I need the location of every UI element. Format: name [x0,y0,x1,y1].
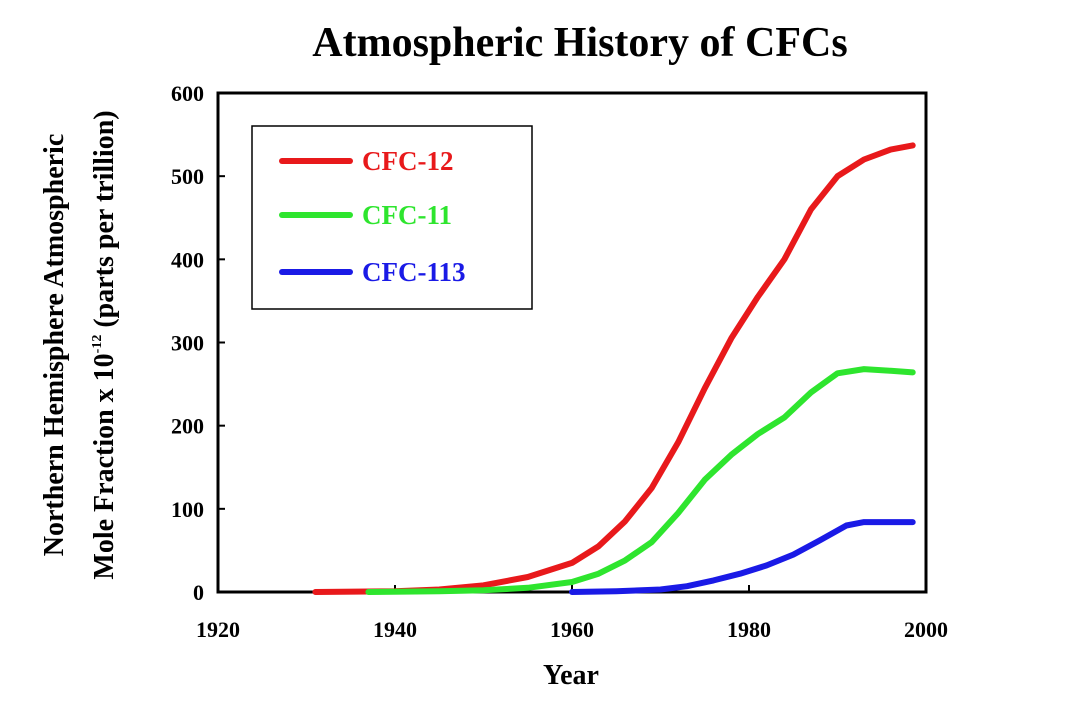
legend-label-cfc-12: CFC-12 [362,146,453,176]
y-axis-title-line-2: Mole Fraction x 10-12 (parts per trillio… [89,110,120,579]
x-tick-label: 1960 [550,617,594,642]
y-tick-label: 400 [171,247,204,272]
legend: CFC-12 CFC-11 CFC-113 [251,125,533,310]
y-axis-ticks: 0 100 200 300 400 500 600 [171,81,225,605]
legend-label-cfc-113: CFC-113 [362,257,466,287]
y-tick-label: 600 [171,81,204,106]
y-axis-title-line-1: Northern Hemisphere Atmospheric [39,134,70,557]
y-tick-label: 500 [171,164,204,189]
x-tick-label: 1920 [196,617,240,642]
x-axis-title: Year [543,660,599,691]
x-tick-label: 1980 [727,617,771,642]
x-tick-label: 2000 [904,617,948,642]
series-line-cfc-12 [312,142,916,595]
x-tick-label: 1940 [373,617,417,642]
chart-title: Atmospheric History of CFCs [312,20,847,66]
y-tick-label: 0 [193,580,204,605]
series-lines [312,142,916,595]
y-tick-label: 200 [171,414,204,439]
y-axis-title-units: (parts per trillion) [89,110,120,334]
legend-label-cfc-11: CFC-11 [362,200,452,230]
y-tick-label: 100 [171,497,204,522]
y-axis-title-base: Mole Fraction x 10 [89,353,120,579]
series-line-cfc-11 [365,366,916,595]
y-tick-label: 300 [171,331,204,356]
x-axis-ticks: 1920 1940 1960 1980 2000 [196,585,948,642]
series-line-cfc-113 [569,519,916,595]
y-axis-title-exponent: -12 [90,335,105,354]
